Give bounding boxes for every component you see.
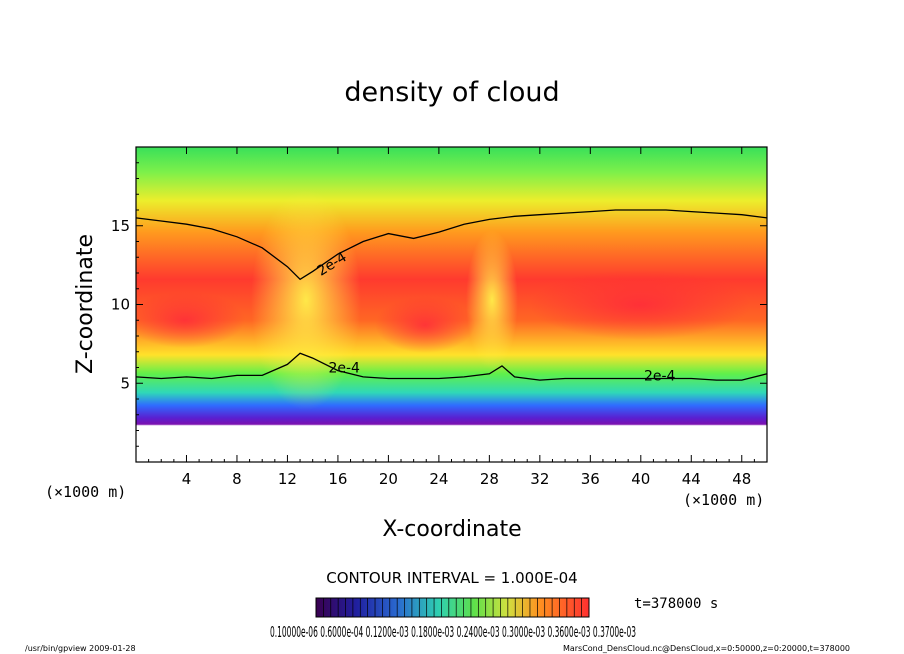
contour-line-upper <box>135 209 768 281</box>
colorbar <box>315 597 590 618</box>
x-tick-label: 44 <box>682 470 701 488</box>
x-axis-label: X-coordinate <box>382 517 521 542</box>
x-unit-right: (×1000 m) <box>683 491 764 509</box>
x-tick-label: 24 <box>429 470 448 488</box>
colorbar-tick-labels: 0.10000e-06 0.6000e-04 0.1200e-03 0.1800… <box>270 623 636 641</box>
footer-right: MarsCond_DensCloud.nc@DensCloud,x=0:5000… <box>563 644 850 653</box>
x-tick-label: 36 <box>581 470 600 488</box>
x-tick-label: 32 <box>530 470 549 488</box>
high-density-core-left <box>136 292 245 348</box>
footer-left: /usr/bin/gpview 2009-01-28 <box>25 644 136 653</box>
time-label: t=378000 s <box>634 596 718 612</box>
contour-label-lower-left: 2e-4 <box>328 361 360 377</box>
x-tick-label: 8 <box>232 470 242 488</box>
x-tick-label: 12 <box>278 470 297 488</box>
x-tick-label: 16 <box>328 470 347 488</box>
low-density-gap <box>466 230 518 370</box>
x-tick-label: 4 <box>182 470 192 488</box>
plot-area: 2e-42e-4 2e-4 4 8 12 16 20 24 28 32 36 40 44 48 5101… <box>111 146 768 488</box>
x-unit-left: (×1000 m) <box>45 483 126 501</box>
high-density-core-center <box>375 297 475 353</box>
y-tick-label: 10 <box>111 296 130 314</box>
colorbar-levels <box>323 598 582 617</box>
x-tick-label: 28 <box>480 470 499 488</box>
chart-title: density of cloud <box>344 77 559 108</box>
low-density-valley <box>251 190 361 410</box>
high-density-core-right <box>530 270 750 340</box>
y-axis-label: Z-coordinate <box>73 234 98 374</box>
contour-label-lower-right: 2e-4 <box>644 368 676 384</box>
x-tick-label: 40 <box>631 470 650 488</box>
x-tick-label: 48 <box>732 470 751 488</box>
y-tick-label: 5 <box>120 374 130 392</box>
x-ticks: 4 8 12 16 20 24 28 32 36 40 44 48 <box>148 147 768 488</box>
y-ticks: 5 10 15 <box>111 162 767 447</box>
y-tick-label: 15 <box>111 217 130 235</box>
contour-line-lower <box>135 352 768 381</box>
contour-interval-text: CONTOUR INTERVAL = 1.000E-04 <box>326 569 577 587</box>
x-tick-label: 20 <box>379 470 398 488</box>
